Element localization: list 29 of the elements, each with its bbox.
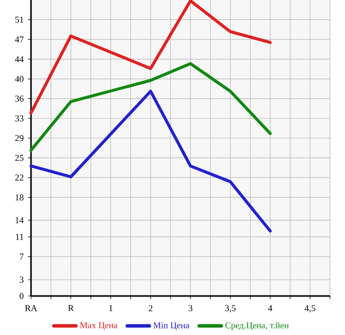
line-series [30,0,272,114]
y-tick-label: 47 [15,36,24,42]
y-tick-label: 22 [15,174,24,181]
legend-label: Max Цена [80,322,118,330]
x-tick-label: 4,5 [304,305,316,312]
y-tick-label: 44 [15,56,24,62]
y-tick-label: 25 [15,154,24,161]
x-tick-label: 2 [148,305,152,312]
line-series [30,62,272,152]
y-tick-label: 18 [16,194,24,200]
x-tick-label: R [68,305,74,312]
y-tick-label: 40 [15,76,24,82]
y-tick-label: 36 [15,96,24,102]
legend-label: Сред.Цена, т.йен [225,322,289,330]
x-tick-label: 4 [268,305,272,312]
line-series [30,90,272,232]
x-tick-label: 3 [188,305,192,312]
x-tick-label: 3,5 [225,305,236,312]
y-tick-label: 7 [20,254,24,260]
y-tick-label: 11 [16,234,24,240]
y-tick-label: 3 [20,276,24,283]
x-tick-label: 1 [109,305,112,312]
y-tick-label: 0 [20,292,24,300]
legend-label: Min Цена [153,322,190,330]
y-tick-label: 14 [16,217,24,224]
y-tick-label: 33 [15,115,24,122]
y-tick-label: 51 [15,16,24,23]
x-tick-label: RA [25,305,38,312]
y-tick-label: 29 [15,135,24,142]
